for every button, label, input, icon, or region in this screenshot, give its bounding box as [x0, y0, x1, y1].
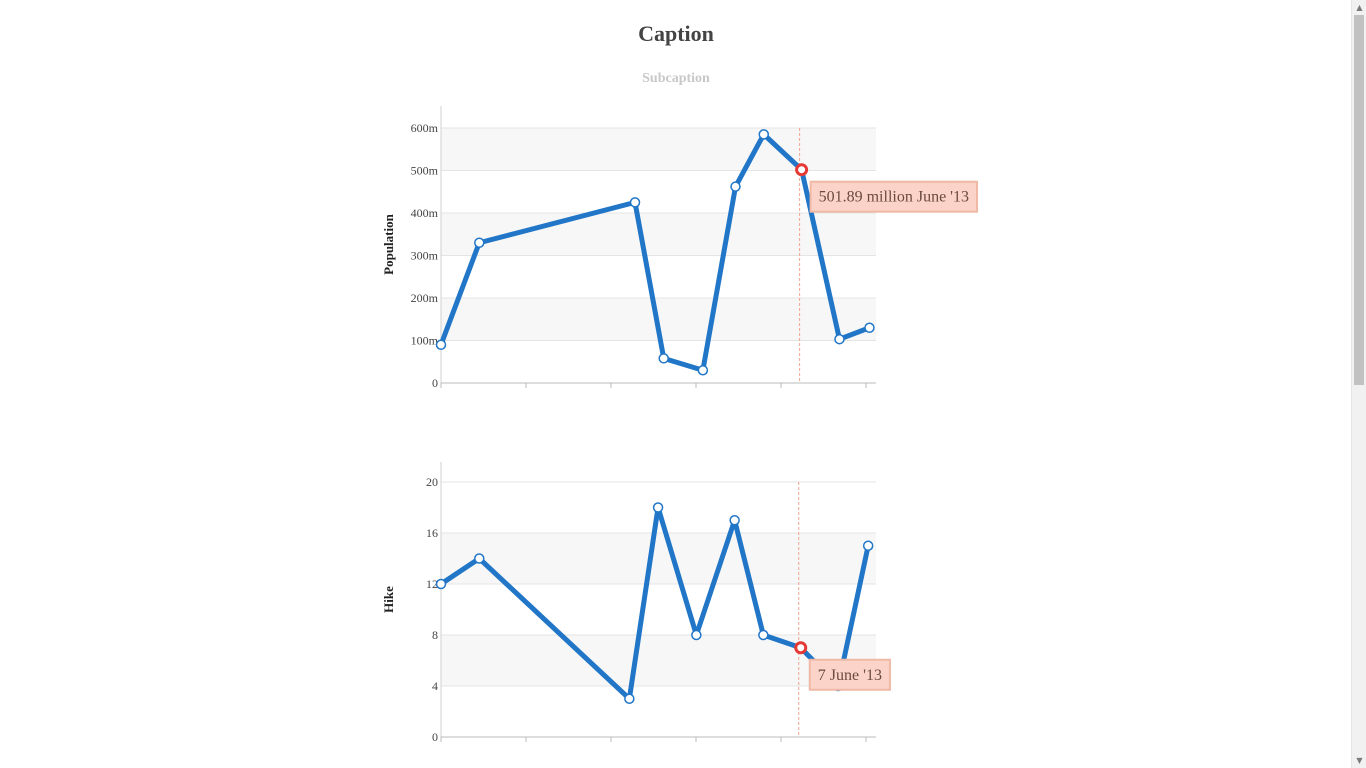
data-point[interactable]	[691, 629, 702, 641]
data-point[interactable]	[652, 502, 664, 513]
y-tick-label: 600m	[411, 121, 439, 135]
data-point[interactable]	[834, 333, 845, 345]
data-point[interactable]	[697, 365, 709, 376]
y-tick-label: 300m	[411, 249, 439, 263]
data-point[interactable]	[474, 553, 485, 564]
y-axis-title: Hike	[381, 586, 396, 613]
data-point[interactable]	[435, 578, 447, 590]
scroll-thumb[interactable]	[1354, 15, 1364, 385]
y-tick-label: 4	[432, 679, 438, 693]
data-point[interactable]	[862, 540, 874, 551]
scroll-down-arrow-icon[interactable]: ▼	[1356, 756, 1363, 765]
y-tick-label: 20	[426, 475, 438, 489]
data-point[interactable]	[730, 181, 741, 192]
data-point[interactable]	[758, 629, 769, 641]
data-tooltip: 501.89 million June '13	[809, 180, 979, 213]
y-axis-title: Population	[381, 213, 396, 274]
chart-caption: Caption	[638, 21, 714, 46]
y-tick-label: 16	[426, 526, 438, 540]
y-tick-label: 400m	[411, 206, 439, 220]
data-point[interactable]	[435, 339, 447, 350]
data-point[interactable]	[864, 322, 875, 333]
data-point[interactable]	[624, 693, 635, 704]
series-line	[438, 131, 872, 373]
data-point[interactable]	[629, 197, 641, 208]
hike-chart[interactable]: 0 4 8 12 16 20 Hike 7 June '13	[381, 462, 891, 744]
data-point[interactable]	[474, 237, 485, 248]
highlighted-data-point[interactable]	[794, 641, 808, 655]
data-point[interactable]	[658, 353, 669, 364]
plot-band	[441, 533, 876, 584]
tooltip-box	[808, 658, 891, 691]
data-tooltip: 7 June '13	[808, 658, 891, 691]
plot-band	[441, 128, 876, 171]
highlighted-data-point[interactable]	[795, 163, 809, 177]
y-tick-label: 500m	[411, 164, 439, 178]
y-tick-label: 8	[432, 628, 438, 642]
population-chart[interactable]: 0 100m 200m 300m 400m 500m 600m Population 501.8…	[381, 106, 979, 390]
tooltip-text: 7 June '13	[818, 667, 882, 684]
scroll-up-arrow-icon[interactable]: ▲	[1356, 3, 1363, 12]
tooltip-box	[809, 180, 979, 213]
y-tick-label: 0	[432, 730, 438, 744]
tooltip-text: 501.89 million June '13	[819, 189, 969, 206]
data-point[interactable]	[729, 515, 740, 526]
y-tick-label: 100m	[411, 334, 439, 348]
vertical-scrollbar[interactable]: ▲ ▼	[1351, 0, 1366, 768]
y-tick-label: 0	[432, 376, 438, 390]
y-tick-label: 200m	[411, 291, 439, 305]
chart-subcaption: Subcaption	[642, 71, 710, 86]
data-point[interactable]	[758, 129, 770, 140]
y-tick-label: 12	[426, 577, 438, 591]
